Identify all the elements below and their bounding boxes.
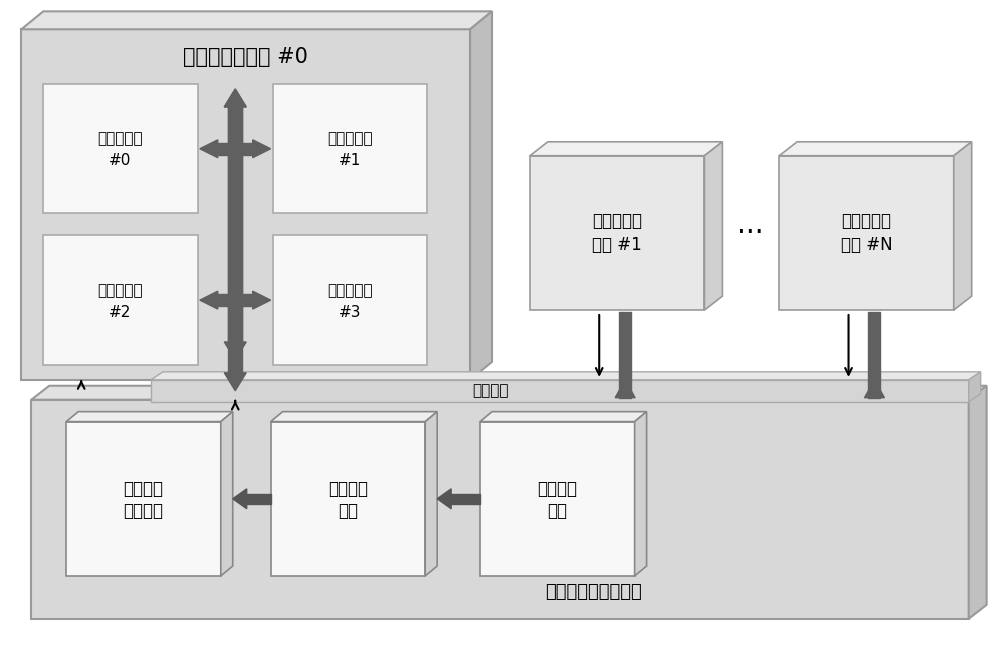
Polygon shape — [969, 372, 981, 402]
Text: 任务总线: 任务总线 — [472, 384, 508, 398]
Text: 模块: 模块 — [547, 501, 567, 520]
Polygon shape — [200, 291, 218, 309]
Bar — [480, 422, 635, 576]
Text: 模块: 模块 — [338, 501, 358, 520]
Text: 任务生成: 任务生成 — [537, 480, 577, 498]
Text: 多任务调度管理单元: 多任务调度管理单元 — [545, 583, 642, 601]
Polygon shape — [21, 11, 492, 29]
Polygon shape — [31, 386, 987, 400]
Polygon shape — [228, 107, 242, 342]
Bar — [779, 156, 954, 310]
Polygon shape — [619, 312, 631, 398]
Polygon shape — [224, 89, 246, 107]
Text: 单元 #N: 单元 #N — [841, 236, 892, 254]
Polygon shape — [954, 142, 972, 310]
Text: 任务发送: 任务发送 — [123, 480, 163, 498]
Polygon shape — [864, 380, 884, 398]
Polygon shape — [969, 386, 987, 619]
Bar — [151, 380, 969, 402]
Polygon shape — [218, 294, 253, 306]
Bar — [273, 84, 427, 214]
Text: #2: #2 — [109, 304, 132, 320]
Polygon shape — [218, 143, 253, 155]
Polygon shape — [224, 373, 246, 391]
Polygon shape — [66, 412, 233, 422]
Bar — [273, 235, 427, 365]
Polygon shape — [233, 489, 247, 509]
Text: 可重构阵列: 可重构阵列 — [327, 283, 373, 298]
Polygon shape — [868, 312, 880, 398]
Polygon shape — [437, 489, 451, 509]
Text: 可重构处理: 可重构处理 — [841, 212, 891, 230]
Polygon shape — [425, 412, 437, 576]
Text: #0: #0 — [109, 153, 132, 168]
Polygon shape — [635, 412, 647, 576]
Polygon shape — [228, 107, 242, 373]
Bar — [21, 29, 470, 380]
Polygon shape — [615, 380, 635, 398]
Text: 可重构处理单元 #0: 可重构处理单元 #0 — [183, 47, 308, 67]
Text: 可重构阵列: 可重构阵列 — [327, 131, 373, 146]
Bar — [271, 422, 425, 576]
Polygon shape — [253, 140, 271, 158]
Text: #1: #1 — [339, 153, 361, 168]
Polygon shape — [224, 342, 246, 360]
Polygon shape — [221, 412, 233, 576]
Bar — [31, 400, 969, 619]
Text: 接口模块: 接口模块 — [123, 501, 163, 520]
Polygon shape — [247, 494, 271, 503]
Bar — [43, 235, 198, 365]
Polygon shape — [451, 494, 480, 503]
Bar — [66, 422, 221, 576]
Text: 可重构处理: 可重构处理 — [592, 212, 642, 230]
Text: 可重构阵列: 可重构阵列 — [98, 131, 143, 146]
Text: #3: #3 — [339, 304, 361, 320]
Text: 任务解析: 任务解析 — [328, 480, 368, 498]
Polygon shape — [151, 372, 981, 380]
Polygon shape — [253, 291, 271, 309]
Text: 单元 #1: 单元 #1 — [592, 236, 642, 254]
Polygon shape — [224, 89, 246, 107]
Bar — [530, 156, 704, 310]
Polygon shape — [704, 142, 722, 310]
Polygon shape — [530, 142, 722, 156]
Polygon shape — [271, 412, 437, 422]
Polygon shape — [779, 142, 972, 156]
Polygon shape — [200, 140, 218, 158]
Text: ···: ··· — [737, 219, 764, 247]
Bar — [43, 84, 198, 214]
Polygon shape — [470, 11, 492, 380]
Polygon shape — [480, 412, 647, 422]
Text: 可重构阵列: 可重构阵列 — [98, 283, 143, 298]
